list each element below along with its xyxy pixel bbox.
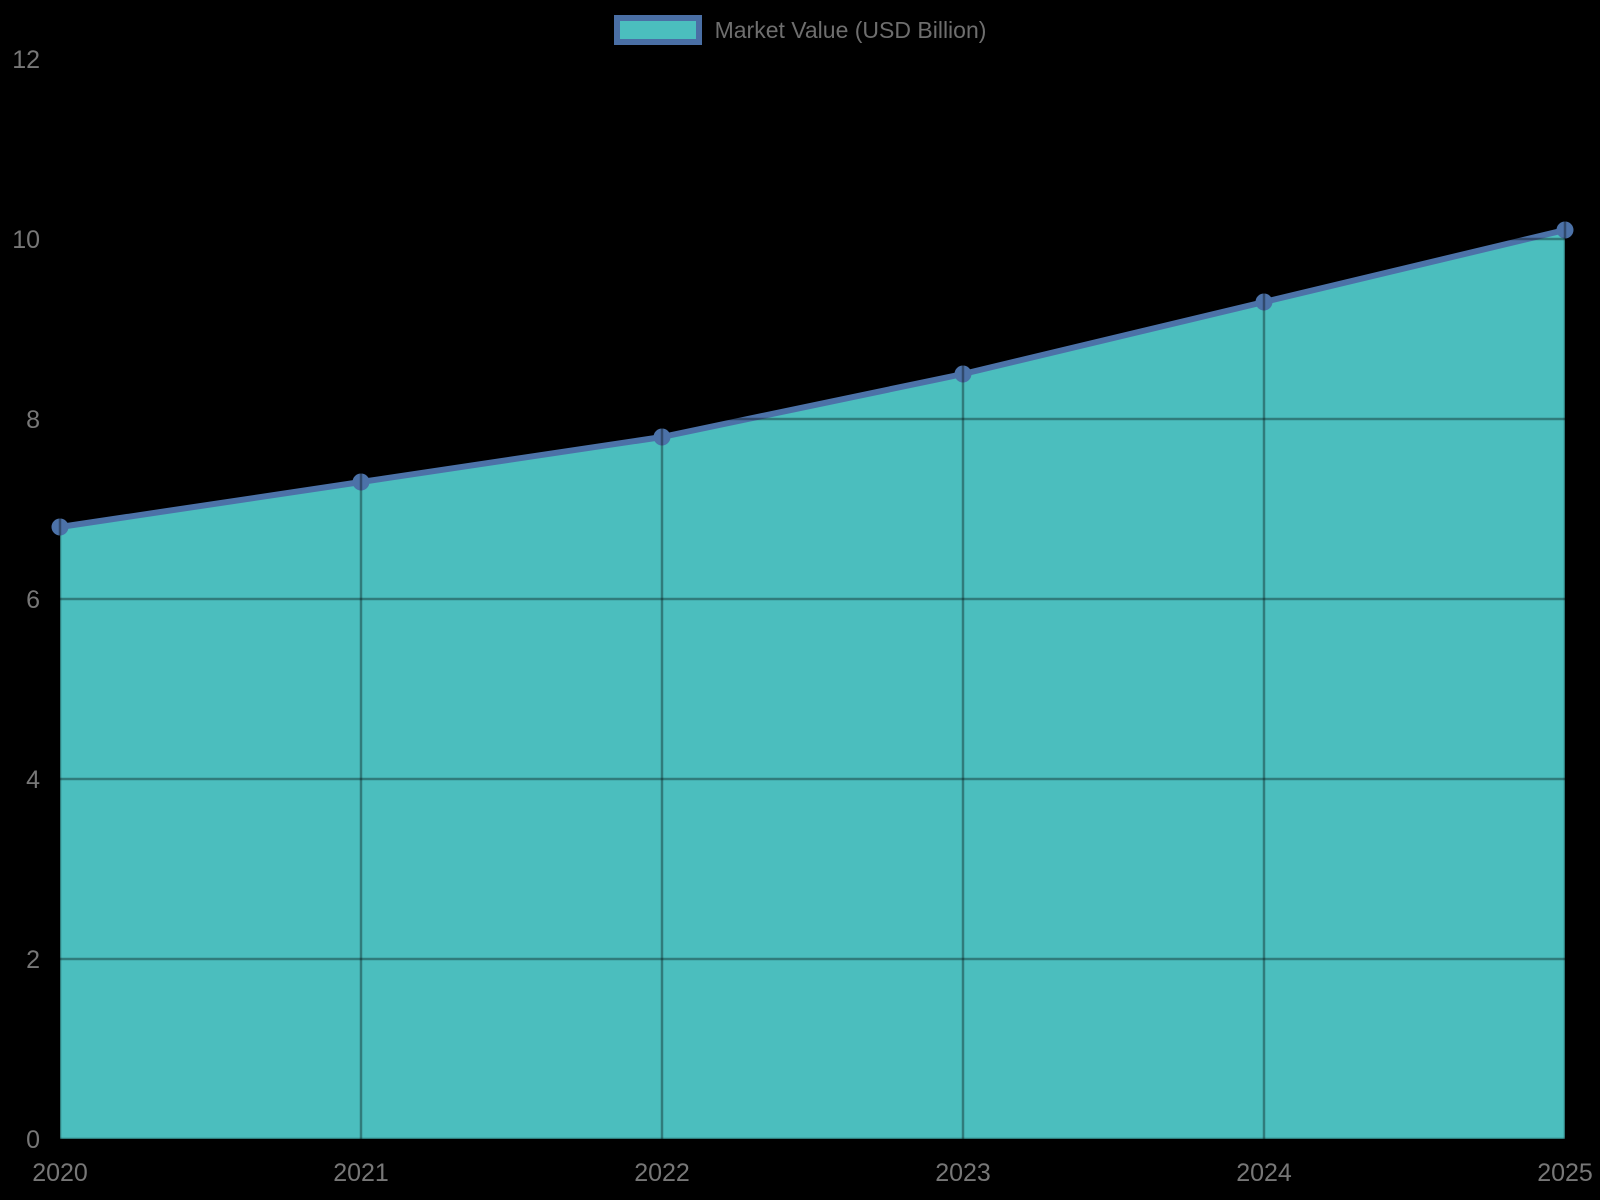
y-axis-tick-label: 12: [12, 46, 40, 74]
legend-swatch: [613, 15, 702, 45]
x-axis-tick-label: 2023: [935, 1159, 991, 1187]
y-axis-tick-label: 6: [26, 586, 40, 614]
x-axis-tick-label: 2024: [1236, 1159, 1292, 1187]
data-point-marker: [1255, 293, 1273, 311]
x-axis-tick-label: 2021: [333, 1159, 389, 1187]
legend-label: Market Value (USD Billion): [714, 17, 987, 43]
data-point-marker: [954, 365, 972, 383]
x-axis-tick-label: 2020: [32, 1159, 88, 1187]
x-axis-tick-label: 2025: [1537, 1159, 1593, 1187]
y-axis-tick-label: 0: [26, 1126, 40, 1154]
data-point-marker: [51, 518, 69, 536]
series-line: [57, 227, 1568, 530]
data-point-marker: [352, 473, 370, 491]
data-point-marker: [653, 428, 671, 446]
series-area-fill: [60, 230, 1565, 1139]
x-axis-tick-label: 2022: [634, 1159, 690, 1187]
y-axis-tick-label: 8: [26, 406, 40, 434]
data-point-marker: [1556, 221, 1574, 239]
y-axis-tick-label: 10: [12, 226, 40, 254]
y-axis-tick-label: 2: [26, 946, 40, 974]
y-axis-tick-label: 4: [26, 766, 40, 794]
legend[interactable]: Market Value (USD Billion): [0, 15, 1600, 45]
